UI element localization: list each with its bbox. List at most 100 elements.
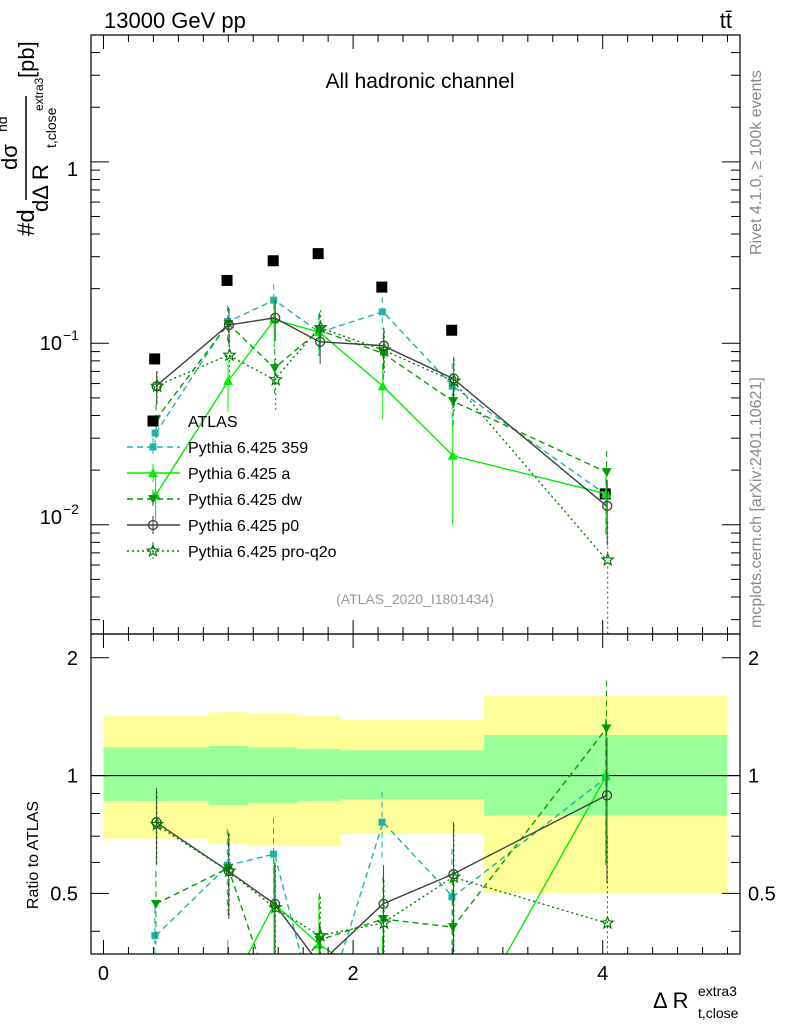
legend-label: Pythia 6.425 dw bbox=[188, 492, 302, 509]
data-point bbox=[151, 429, 159, 437]
ratio-point bbox=[378, 898, 389, 910]
y-tick-label-exp-2: −2 bbox=[63, 501, 79, 517]
ratio-y-tick-label-left: 2 bbox=[67, 648, 78, 670]
y-label-prefix: #d bbox=[13, 209, 40, 236]
legend-item-3: Pythia 6.425 dw bbox=[127, 490, 302, 509]
data-point bbox=[377, 381, 388, 391]
mcplots-label: mcplots.cern.ch [arXiv:2401.10621] bbox=[748, 377, 765, 628]
rivet-version-label: Rivet 4.1.0, ≥ 100k events bbox=[748, 70, 765, 255]
ratio-point bbox=[268, 899, 283, 914]
data-point bbox=[602, 500, 613, 512]
legend-label: Pythia 6.425 359 bbox=[188, 440, 308, 457]
series-0 bbox=[149, 248, 611, 500]
analysis-tag: (ATLAS_2020_I1801434) bbox=[336, 591, 494, 607]
ratio-point bbox=[222, 863, 237, 878]
legend-item-4: Pythia 6.425 p0 bbox=[127, 516, 299, 535]
x-label-sup: extra3 bbox=[698, 983, 737, 999]
legend-item-1: Pythia 6.425 359 bbox=[127, 438, 308, 457]
data-point bbox=[223, 319, 235, 331]
data-point bbox=[376, 281, 388, 293]
legend-marker bbox=[147, 415, 159, 427]
data-point bbox=[378, 308, 386, 316]
ratio-data-area bbox=[91, 680, 740, 1010]
ratio-panel: 0.5 0.5 1 1 2 2 0 2 4 bbox=[50, 633, 776, 1010]
data-point bbox=[312, 248, 324, 260]
x-label-sub: t,close bbox=[698, 1005, 739, 1021]
ratio-point bbox=[448, 893, 456, 901]
legend-marker bbox=[145, 543, 161, 558]
ratio-line bbox=[155, 823, 607, 937]
x-tick-label: 4 bbox=[597, 963, 608, 985]
legend-marker bbox=[147, 519, 159, 531]
series-5 bbox=[149, 310, 615, 634]
data-point bbox=[221, 274, 233, 286]
main-panel bbox=[90, 34, 741, 635]
ratio-point bbox=[378, 818, 386, 826]
ratio-y-tick-label-right: 0.5 bbox=[748, 883, 776, 905]
y-tick-label-10-b: 10 bbox=[40, 507, 62, 529]
data-point bbox=[377, 342, 392, 357]
y-tick-label-10-a: 10 bbox=[40, 333, 62, 355]
main-data-area bbox=[149, 248, 615, 634]
data-point bbox=[601, 468, 612, 478]
data-point bbox=[268, 372, 283, 386]
ratio-point bbox=[269, 1001, 279, 1010]
ratio-y-tick-label-right: 1 bbox=[748, 766, 759, 788]
data-point bbox=[269, 364, 280, 374]
energy-label: 13000 GeV pp bbox=[104, 8, 246, 33]
data-point bbox=[149, 378, 165, 393]
legend-marker bbox=[148, 495, 158, 504]
x-label-main: Δ R bbox=[653, 988, 688, 1013]
legend-label: Pythia 6.425 pro-q2o bbox=[188, 544, 337, 561]
y-label-denominator-sub: t,close bbox=[43, 107, 59, 148]
stat-uncertainty-band bbox=[340, 750, 428, 800]
x-tick-label: 2 bbox=[348, 963, 359, 985]
y-label-numerator-sup: nd bbox=[0, 116, 10, 132]
data-point bbox=[446, 373, 462, 388]
ratio-point bbox=[378, 981, 388, 990]
legend-item-2: Pythia 6.425 a bbox=[127, 464, 290, 483]
ratio-y-tick-label-left: 0.5 bbox=[50, 883, 78, 905]
legend: ATLAS Pythia 6.425 359 Pythia 6.425 a Pythi… bbox=[127, 414, 337, 561]
legend-marker bbox=[148, 468, 158, 477]
series-4 bbox=[151, 300, 613, 546]
data-point bbox=[600, 552, 615, 567]
ratio-point bbox=[269, 850, 277, 858]
data-point bbox=[447, 450, 458, 460]
ratio-frame bbox=[90, 633, 741, 955]
x-tick-label: 0 bbox=[98, 963, 109, 985]
ratio-point bbox=[600, 915, 615, 930]
ratio-point bbox=[315, 960, 324, 969]
ratio-point bbox=[149, 816, 165, 831]
ratio-y-tick-label-left: 1 bbox=[67, 766, 78, 788]
y-label-unit: [pb] bbox=[14, 41, 39, 78]
ratio-point bbox=[151, 932, 159, 940]
ratio-point bbox=[313, 927, 328, 942]
ratio-point bbox=[601, 790, 613, 801]
y-tick-label-1: 1 bbox=[67, 159, 78, 181]
legend-marker bbox=[149, 443, 157, 451]
main-title: All hadronic channel bbox=[325, 70, 514, 93]
data-point bbox=[270, 312, 281, 324]
data-point bbox=[313, 319, 328, 334]
ratio-y-label: Ratio to ATLAS bbox=[25, 801, 42, 909]
data-point bbox=[448, 382, 456, 390]
y-label-numerator: dσ bbox=[0, 144, 22, 170]
data-point bbox=[222, 347, 237, 362]
x-axis-label: Δ R t,close extra3 bbox=[653, 983, 739, 1021]
y-tick-label-exp-1: −1 bbox=[63, 327, 79, 343]
y-label-denominator: dΔ R bbox=[28, 164, 53, 212]
data-point bbox=[446, 324, 458, 336]
ratio-point bbox=[223, 987, 233, 996]
legend-label: Pythia 6.425 p0 bbox=[188, 518, 299, 535]
ratio-point bbox=[601, 724, 612, 734]
ratio-y-tick-label-right: 2 bbox=[748, 648, 759, 670]
process-label: tt̄ bbox=[720, 8, 732, 33]
legend-item-0: ATLAS bbox=[147, 414, 238, 431]
ratio-point bbox=[376, 915, 392, 930]
legend-label: ATLAS bbox=[188, 414, 238, 431]
ratio-series-4 bbox=[149, 791, 615, 954]
legend-label: Pythia 6.425 a bbox=[188, 466, 290, 483]
stat-uncertainty-band bbox=[427, 750, 485, 800]
data-point bbox=[267, 255, 279, 267]
